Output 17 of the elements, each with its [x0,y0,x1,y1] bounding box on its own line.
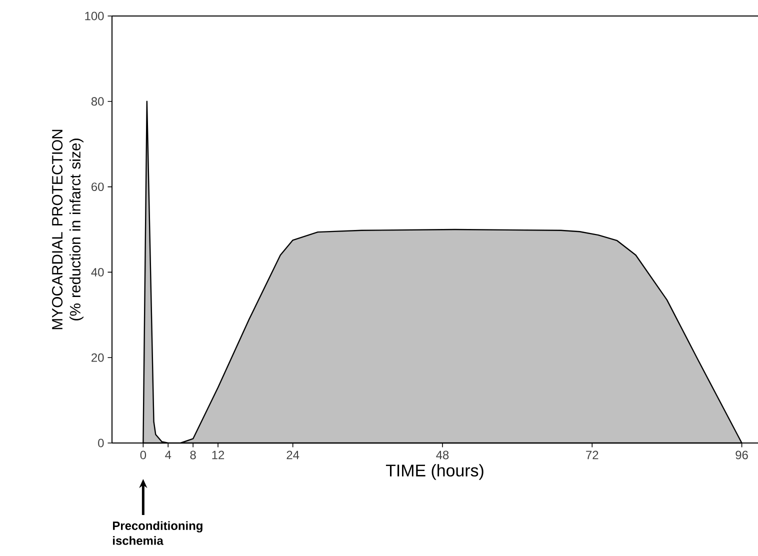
y-tick-label: 40 [91,268,104,276]
text: Preconditioning ischemia [112,521,202,545]
y-tick-label: 0 [98,438,104,448]
x-tick-label: 72 [586,450,598,460]
x-axis-title: TIME (hours) [386,464,484,480]
x-tick-label: 4 [165,450,172,459]
y-tick-label: 20 [92,353,104,362]
x-tick-label: 48 [436,450,449,460]
y-tick-label: 60 [92,182,104,192]
x-tick-label: 8 [190,450,196,460]
y-tick-label: 100 [85,12,104,20]
x-tick-label: 12 [212,450,224,460]
x-tick-label: 24 [286,450,300,460]
y-tick-label: 80 [91,97,104,106]
x-tick-label: 96 [736,450,748,460]
y-axis-title: MYOCARDIAL PROTECTION (% reduction in infarct size) [52,130,84,330]
x-tick-label: 0 [140,450,146,460]
